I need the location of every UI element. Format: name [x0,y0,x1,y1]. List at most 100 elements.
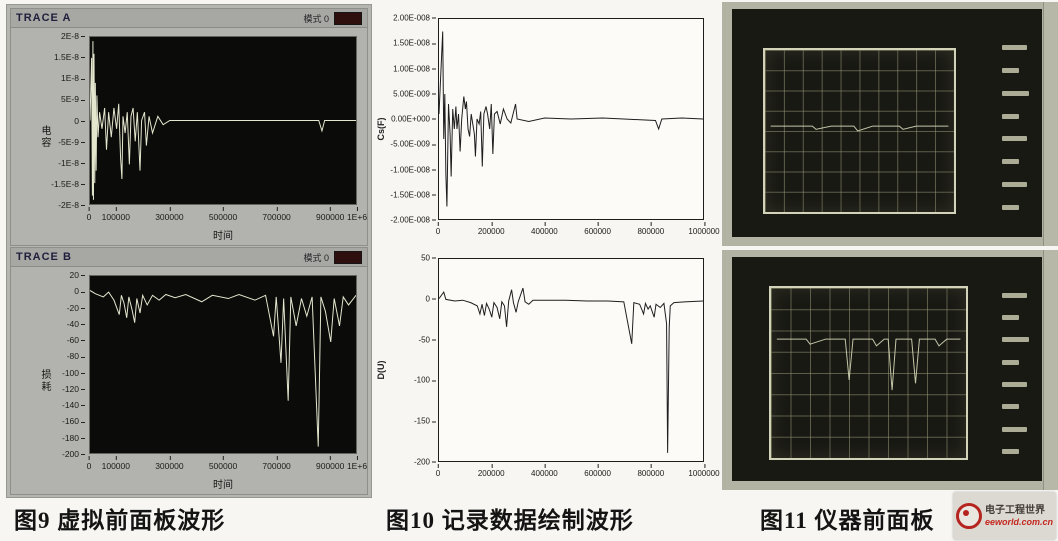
trace-b-x-axis-label: 时间 [213,480,233,491]
y-tick-label: 1E-8 [61,73,85,83]
d-chart-x-axis: 0 200000 400000 600000 800000 1000000 [436,464,720,478]
softkey-label [1001,426,1027,432]
trace-a-y-axis: 2E-8 1.5E-8 1E-8 5E-9 0 -5E-9 -1E-8 -1.5E-8 -2E-… [19,31,85,210]
y-tick-label: 0.00E+000 [391,115,436,124]
y-tick-label: -150 [414,417,436,426]
eeworld-logo-icon [956,503,982,529]
softkey-menu [1001,292,1029,455]
y-tick-label: -1E-8 [58,158,85,168]
x-tick-label: 1E+6 [346,207,368,222]
trace-a-mode-label: 模式 0 [303,13,329,24]
x-tick-label: 300000 [155,456,184,471]
x-tick-label: 1E+6 [346,456,368,471]
x-tick-label: 300000 [155,207,184,222]
trace-a-body: 电容 2E-8 1.5E-8 1E-8 5E-9 0 -5E-9 -1E-8 -1.5E-8 -… [11,28,367,245]
y-tick-label: 0 [426,294,436,303]
waveform-trace [777,339,961,390]
instrument-panel-edge [1043,250,1058,490]
softkey-label [1001,45,1027,51]
y-tick-label: -2.00E-008 [390,216,436,225]
y-tick-label: -160 [62,416,85,426]
x-tick-label: 200000 [477,222,505,236]
softkey-label [1001,359,1020,365]
x-tick-label: 600000 [584,222,611,236]
figure11-photo-top [722,2,1058,246]
figure10-caption: 图10 记录数据绘制波形 [386,508,634,533]
trace-b-waveform [90,276,356,453]
x-tick-label: 100000 [101,207,130,222]
waveform-trace [90,290,356,446]
trace-a-titlebar: TRACE A 模式 0 [11,9,367,28]
x-tick-label: 800000 [637,222,665,236]
y-tick-label: -60 [67,335,85,345]
x-tick-label: 100000 [101,456,130,471]
d-chart-y-axis: 50 0 -50 -100 -150 -200 [382,254,436,467]
y-tick-label: -20 [67,303,85,313]
y-tick-label: -50 [418,335,436,344]
y-tick-label: -200 [62,449,85,459]
cs-chart-x-axis: 0 200000 400000 600000 800000 1000000 [435,222,720,236]
y-tick-label: -1.5E-8 [51,179,85,189]
figure9-caption: 图9 虚拟前面板波形 [14,508,226,533]
waveform-trace [439,288,703,453]
x-tick-label: 0 [435,222,441,236]
figure10-cs-chart: Cs(F) 2.00E-008 1.50E-008 1.00E-008 5.00E-0… [376,10,720,248]
y-tick-label: -1.50E-008 [390,190,436,199]
x-tick-label: 1000000 [688,464,720,478]
softkey-label [1001,68,1020,74]
eeworld-watermark: 电子工程世界 eeworld.com.cn [953,492,1056,540]
softkey-label [1001,204,1020,210]
y-tick-label: 5.00E-009 [393,89,436,98]
softkey-label [1001,337,1029,343]
softkey-label [1001,449,1020,455]
watermark-site-name: 电子工程世界 [985,505,1045,517]
softkey-label [1001,382,1027,388]
y-tick-label: 1.00E-008 [393,64,436,73]
cs-chart-y-axis: 2.00E-008 1.50E-008 1.00E-008 5.00E-009 0.00… [382,14,436,225]
waveform-trace [439,32,703,207]
y-tick-label: 5E-9 [61,94,85,104]
y-tick-label: -100 [62,368,85,378]
trace-a-x-axis-label: 时间 [213,231,233,242]
trace-b-body: 损耗 20 0 -20 -40 -60 -80 -100 -120 -140 -160 -180 -2… [11,267,367,494]
trace-b-plot-area [89,275,357,454]
softkey-menu [1001,45,1029,210]
x-tick-label: 400000 [531,464,558,478]
crt-display [763,47,957,214]
softkey-label [1001,159,1020,165]
y-tick-label: 1.5E-8 [54,52,85,62]
watermark-site-url: eeworld.com.cn [985,516,1054,527]
figure10-d-chart: D(U) 50 0 -50 -100 -150 -200 0 200000 400000 600… [376,250,720,490]
trace-b-x-axis: 0 100000 300000 500000 700000 900000 1E+6 [86,456,367,472]
y-tick-label: 1.50E-008 [393,39,436,48]
trace-b-mode-label: 模式 0 [303,252,329,263]
trace-a-x-axis: 0 100000 300000 500000 700000 900000 1E+6 [87,207,367,223]
y-tick-label: -140 [62,400,85,410]
softkey-label [1001,404,1020,410]
x-tick-label: 200000 [477,464,505,478]
cs-chart-waveform [439,19,703,219]
x-tick-label: 0 [86,456,92,471]
d-chart-plot-area [438,258,704,462]
figure11-photo-bottom [722,250,1058,490]
softkey-label [1001,90,1029,96]
x-tick-label: 700000 [262,207,291,222]
x-tick-label: 800000 [637,464,665,478]
x-tick-label: 1000000 [688,222,720,236]
trace-b-titlebar: TRACE B 模式 0 [11,248,367,267]
waveform-trace [90,41,356,200]
trace-b-y-axis-label: 损耗 [39,368,50,393]
trace-a-window: TRACE A 模式 0 电容 2E-8 1.5E-8 1E-8 5E-9 0 -5E-9… [10,8,368,246]
y-tick-label: 0 [74,286,85,296]
trace-b-window: TRACE B 模式 0 损耗 20 0 -20 -40 -60 -80 -100 -120 -… [10,247,368,495]
crt-trace [771,288,966,458]
d-chart-waveform [439,259,703,461]
crt-trace [765,50,954,212]
trace-b-y-axis: 20 0 -20 -40 -60 -80 -100 -120 -140 -160 -180 -200 [19,270,85,459]
x-tick-label: 700000 [262,456,291,471]
y-tick-label: -40 [67,319,85,329]
y-tick-label: -5E-9 [58,137,85,147]
x-tick-label: 400000 [531,222,558,236]
y-tick-label: -100 [414,376,436,385]
y-tick-label: 50 [421,254,436,263]
